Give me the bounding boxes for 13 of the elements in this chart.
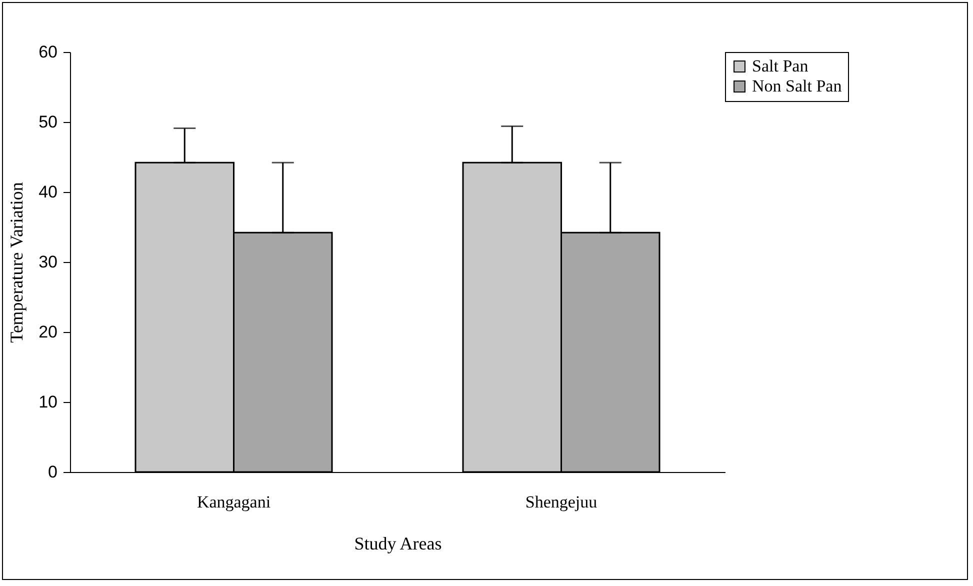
- x-tick-label: Shengejuu: [525, 492, 598, 512]
- legend-label: Non Salt Pan: [752, 76, 842, 96]
- y-tick-label: 50: [38, 112, 58, 132]
- y-tick-label: 20: [38, 322, 58, 342]
- x-axis-title: Study Areas: [354, 534, 442, 554]
- legend-label: Salt Pan: [752, 56, 809, 76]
- y-tick-label: 10: [38, 392, 58, 412]
- y-tick-label: 30: [38, 252, 58, 272]
- y-axis-title: Temperature Variation: [6, 182, 27, 343]
- y-tick-label: 0: [48, 462, 58, 482]
- x-tick-label: Kangagani: [196, 492, 271, 512]
- y-tick-label: 60: [38, 42, 58, 62]
- y-tick-label: 40: [38, 182, 58, 202]
